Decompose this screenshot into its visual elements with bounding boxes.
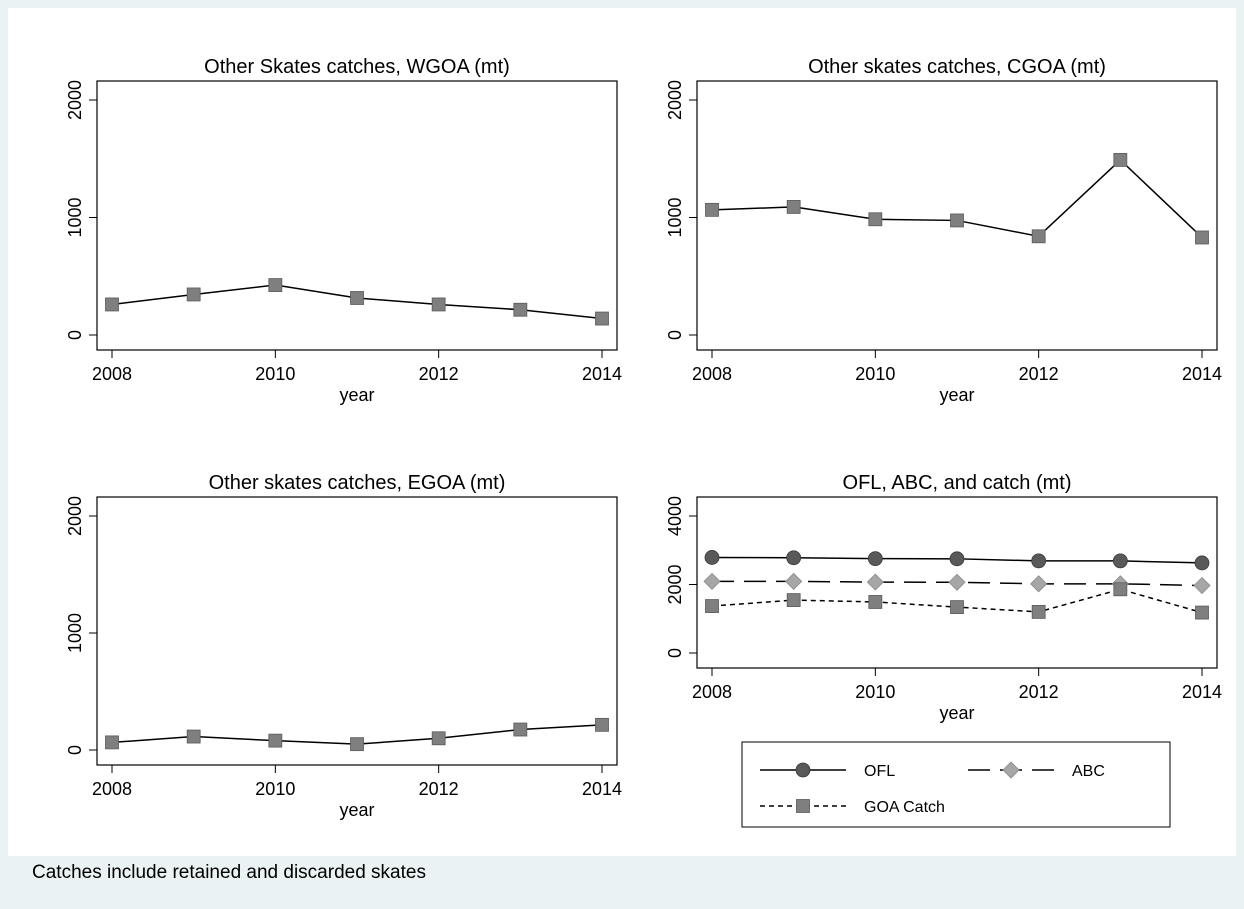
legend-box xyxy=(741,741,1171,828)
panel-3-xtick-label-1: 2010 xyxy=(255,779,295,799)
panel-1-frame xyxy=(96,80,618,351)
panel-2-xtick-label-3: 2014 xyxy=(1182,364,1222,384)
panel-4-series-3-point-4 xyxy=(950,600,964,615)
panel-3-series-1-point-7 xyxy=(595,717,609,732)
panel-4-series-2-point-1 xyxy=(703,572,721,590)
panel-4-series-1-point-3 xyxy=(867,551,883,567)
panel-1-series-1-point-6 xyxy=(513,302,528,317)
legend-swatch-marker-3 xyxy=(796,799,810,813)
panel-1-series-1-point-7 xyxy=(595,311,609,326)
panel-4-series-2-point-7 xyxy=(1193,576,1211,595)
panel-4-series-2-point-5 xyxy=(1030,575,1048,593)
legend-swatch-marker-1 xyxy=(795,762,811,778)
panel-3-title: Other skates catches, EGOA (mt) xyxy=(209,472,506,494)
panel-3-frame xyxy=(96,496,618,766)
panel-1-title: Other Skates catches, WGOA (mt) xyxy=(204,56,510,78)
panel-1-xtick-label-0: 2008 xyxy=(92,364,132,384)
panel-3-xlabel: year xyxy=(339,800,374,820)
panel-1-series-1-point-4 xyxy=(350,291,364,305)
panel-4-xtick-label-0: 2008 xyxy=(692,682,732,702)
legend-label-1: OFL xyxy=(864,763,895,780)
panel-2-xtick-label-1: 2010 xyxy=(855,364,895,384)
panel-2-series-1-point-1 xyxy=(705,202,719,217)
panel-4-xtick-label-2: 2012 xyxy=(1019,682,1059,702)
panel-2-series-1-point-5 xyxy=(1031,229,1046,244)
panel-4-series-1-point-2 xyxy=(786,550,802,566)
figure-note: Catches include retained and discarded s… xyxy=(32,862,426,883)
panel-4-series-3-point-7 xyxy=(1195,605,1209,620)
panel-1-ytick-label-0: 0 xyxy=(65,330,85,340)
panel-4-title: OFL, ABC, and catch (mt) xyxy=(843,472,1072,494)
panel-4-ytick-label-1: 2000 xyxy=(665,564,685,604)
panel-4-series-3-point-3 xyxy=(868,595,883,609)
panel-1-series-1-point-2 xyxy=(186,287,201,302)
panel-3-series-1-point-2 xyxy=(186,729,201,744)
panel-2-series-1-point-7 xyxy=(1195,230,1209,245)
panel-4-series-2-point-2 xyxy=(785,572,803,590)
panel-3-xtick-label-0: 2008 xyxy=(92,779,132,799)
panel-4-series-1-point-5 xyxy=(1031,553,1047,569)
panel-2-xlabel: year xyxy=(939,385,974,405)
panel-1-series-1-point-5 xyxy=(431,297,446,312)
panel-4-xtick-label-1: 2010 xyxy=(855,682,895,702)
panel-2-series-1-point-6 xyxy=(1113,153,1128,167)
panel-4-series-2-point-4 xyxy=(948,573,966,591)
panel-1-ytick-label-1: 1000 xyxy=(65,197,85,237)
panel-1-xtick-label-1: 2010 xyxy=(255,364,295,384)
panel-2-ytick-label-2: 2000 xyxy=(665,80,685,120)
panel-4-series-3-point-1 xyxy=(705,599,719,613)
panel-4-series-1-point-7 xyxy=(1194,555,1210,571)
panel-1-xlabel: year xyxy=(339,385,374,405)
panel-3-ytick-label-1: 1000 xyxy=(65,613,85,653)
panel-1-xtick-label-2: 2012 xyxy=(419,364,459,384)
panel-3-series-1-point-4 xyxy=(350,737,364,752)
panel-3-series-1-point-6 xyxy=(513,722,528,737)
legend-label-3: GOA Catch xyxy=(864,799,945,816)
panel-3-ytick-label-0: 0 xyxy=(65,745,85,755)
panel-2-ytick-label-0: 0 xyxy=(665,330,685,340)
panel-3-series-1-point-1 xyxy=(105,735,119,750)
legend-label-2: ABC xyxy=(1072,763,1105,780)
panel-3-series-1-point-5 xyxy=(431,731,446,746)
panel-4-series-2-point-3 xyxy=(866,573,884,591)
panel-4-series-1-point-4 xyxy=(949,551,965,567)
panel-4-series-1-point-1 xyxy=(704,550,720,565)
panel-4-xtick-label-3: 2014 xyxy=(1182,682,1222,702)
panel-1-series-1-point-3 xyxy=(268,278,283,292)
panel-3-xtick-label-2: 2012 xyxy=(419,779,459,799)
panel-4-series-3-point-5 xyxy=(1031,605,1046,619)
panel-1-ytick-label-2: 2000 xyxy=(65,80,85,120)
panel-4-ytick-label-2: 4000 xyxy=(665,496,685,536)
panel-4-ytick-label-0: 0 xyxy=(665,648,685,658)
panel-4-series-1-point-6 xyxy=(1112,553,1128,569)
panel-2-ytick-label-1: 1000 xyxy=(665,197,685,237)
panel-1-series-1-point-1 xyxy=(105,297,119,312)
panel-4-series-3-point-2 xyxy=(786,593,801,607)
panel-2-title: Other skates catches, CGOA (mt) xyxy=(808,56,1106,78)
panel-1-xtick-label-3: 2014 xyxy=(582,364,622,384)
panel-2-series-1-point-3 xyxy=(868,212,883,227)
panel-2-series-1-point-4 xyxy=(950,213,964,228)
panel-2-xtick-label-2: 2012 xyxy=(1019,364,1059,384)
panel-4-series-3-point-6 xyxy=(1113,582,1128,597)
panel-3-ytick-label-2: 2000 xyxy=(65,496,85,536)
panel-3-xtick-label-3: 2014 xyxy=(582,779,622,799)
panel-2-series-1-point-2 xyxy=(786,200,801,214)
panel-4-xlabel: year xyxy=(939,703,974,723)
panel-3-series-1-point-3 xyxy=(268,733,283,748)
panel-2-xtick-label-0: 2008 xyxy=(692,364,732,384)
legend-swatch-marker-2 xyxy=(1002,761,1020,779)
